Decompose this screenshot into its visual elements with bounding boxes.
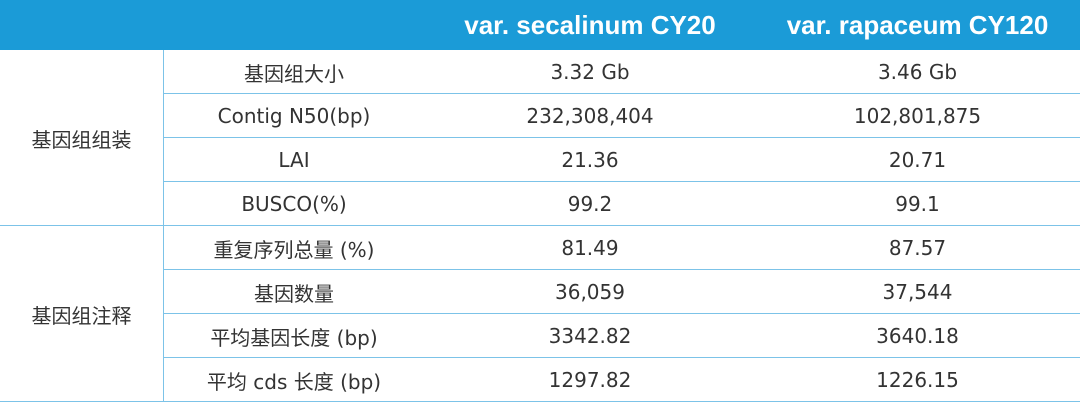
group-divider <box>0 225 1080 226</box>
metric-label: 重复序列总量 (%) <box>213 237 375 262</box>
metric-label: 平均基因长度 (bp) <box>210 325 378 350</box>
metric-label: 平均 cds 长度 (bp) <box>206 369 382 394</box>
metric-label: LAI <box>278 148 310 172</box>
column-divider <box>163 50 164 226</box>
header-band <box>0 0 1080 50</box>
metric-label: BUSCO(%) <box>241 192 347 216</box>
metric-value: 1226.15 <box>876 368 959 392</box>
metric-value: 3.46 Gb <box>877 60 958 84</box>
row-divider <box>163 269 1080 270</box>
metric-label: 基因组大小 <box>244 61 344 86</box>
metric-value: 102,801,875 <box>853 104 982 128</box>
metric-value: 3.32 Gb <box>550 60 630 84</box>
metric-label: Contig N50(bp) <box>217 104 371 128</box>
metric-value: 37,544 <box>882 280 953 304</box>
metric-value: 99.1 <box>895 192 940 216</box>
row-divider <box>163 137 1080 138</box>
group-label: 基因组注释 <box>31 303 132 328</box>
metric-value: 3342.82 <box>548 324 632 348</box>
metric-value: 21.36 <box>561 148 619 172</box>
metric-value: 87.57 <box>888 236 947 260</box>
column-header: var. rapaceum CY120 <box>786 9 1049 40</box>
metric-value: 99.2 <box>567 192 613 216</box>
group-label: 基因组组装 <box>31 127 132 152</box>
metric-value: 3640.18 <box>876 324 959 348</box>
metric-value: 36,059 <box>555 280 625 304</box>
metric-value: 232,308,404 <box>526 104 654 128</box>
metric-value: 1297.82 <box>548 368 632 392</box>
group-divider <box>0 401 1080 402</box>
row-divider <box>163 357 1080 358</box>
metric-label: 基因数量 <box>254 281 334 306</box>
metric-value: 81.49 <box>561 236 619 260</box>
row-divider <box>163 181 1080 182</box>
column-header: var. secalinum CY20 <box>464 9 716 40</box>
row-divider <box>163 93 1080 94</box>
row-divider <box>163 313 1080 314</box>
column-divider <box>163 226 164 402</box>
metric-value: 20.71 <box>888 148 947 172</box>
